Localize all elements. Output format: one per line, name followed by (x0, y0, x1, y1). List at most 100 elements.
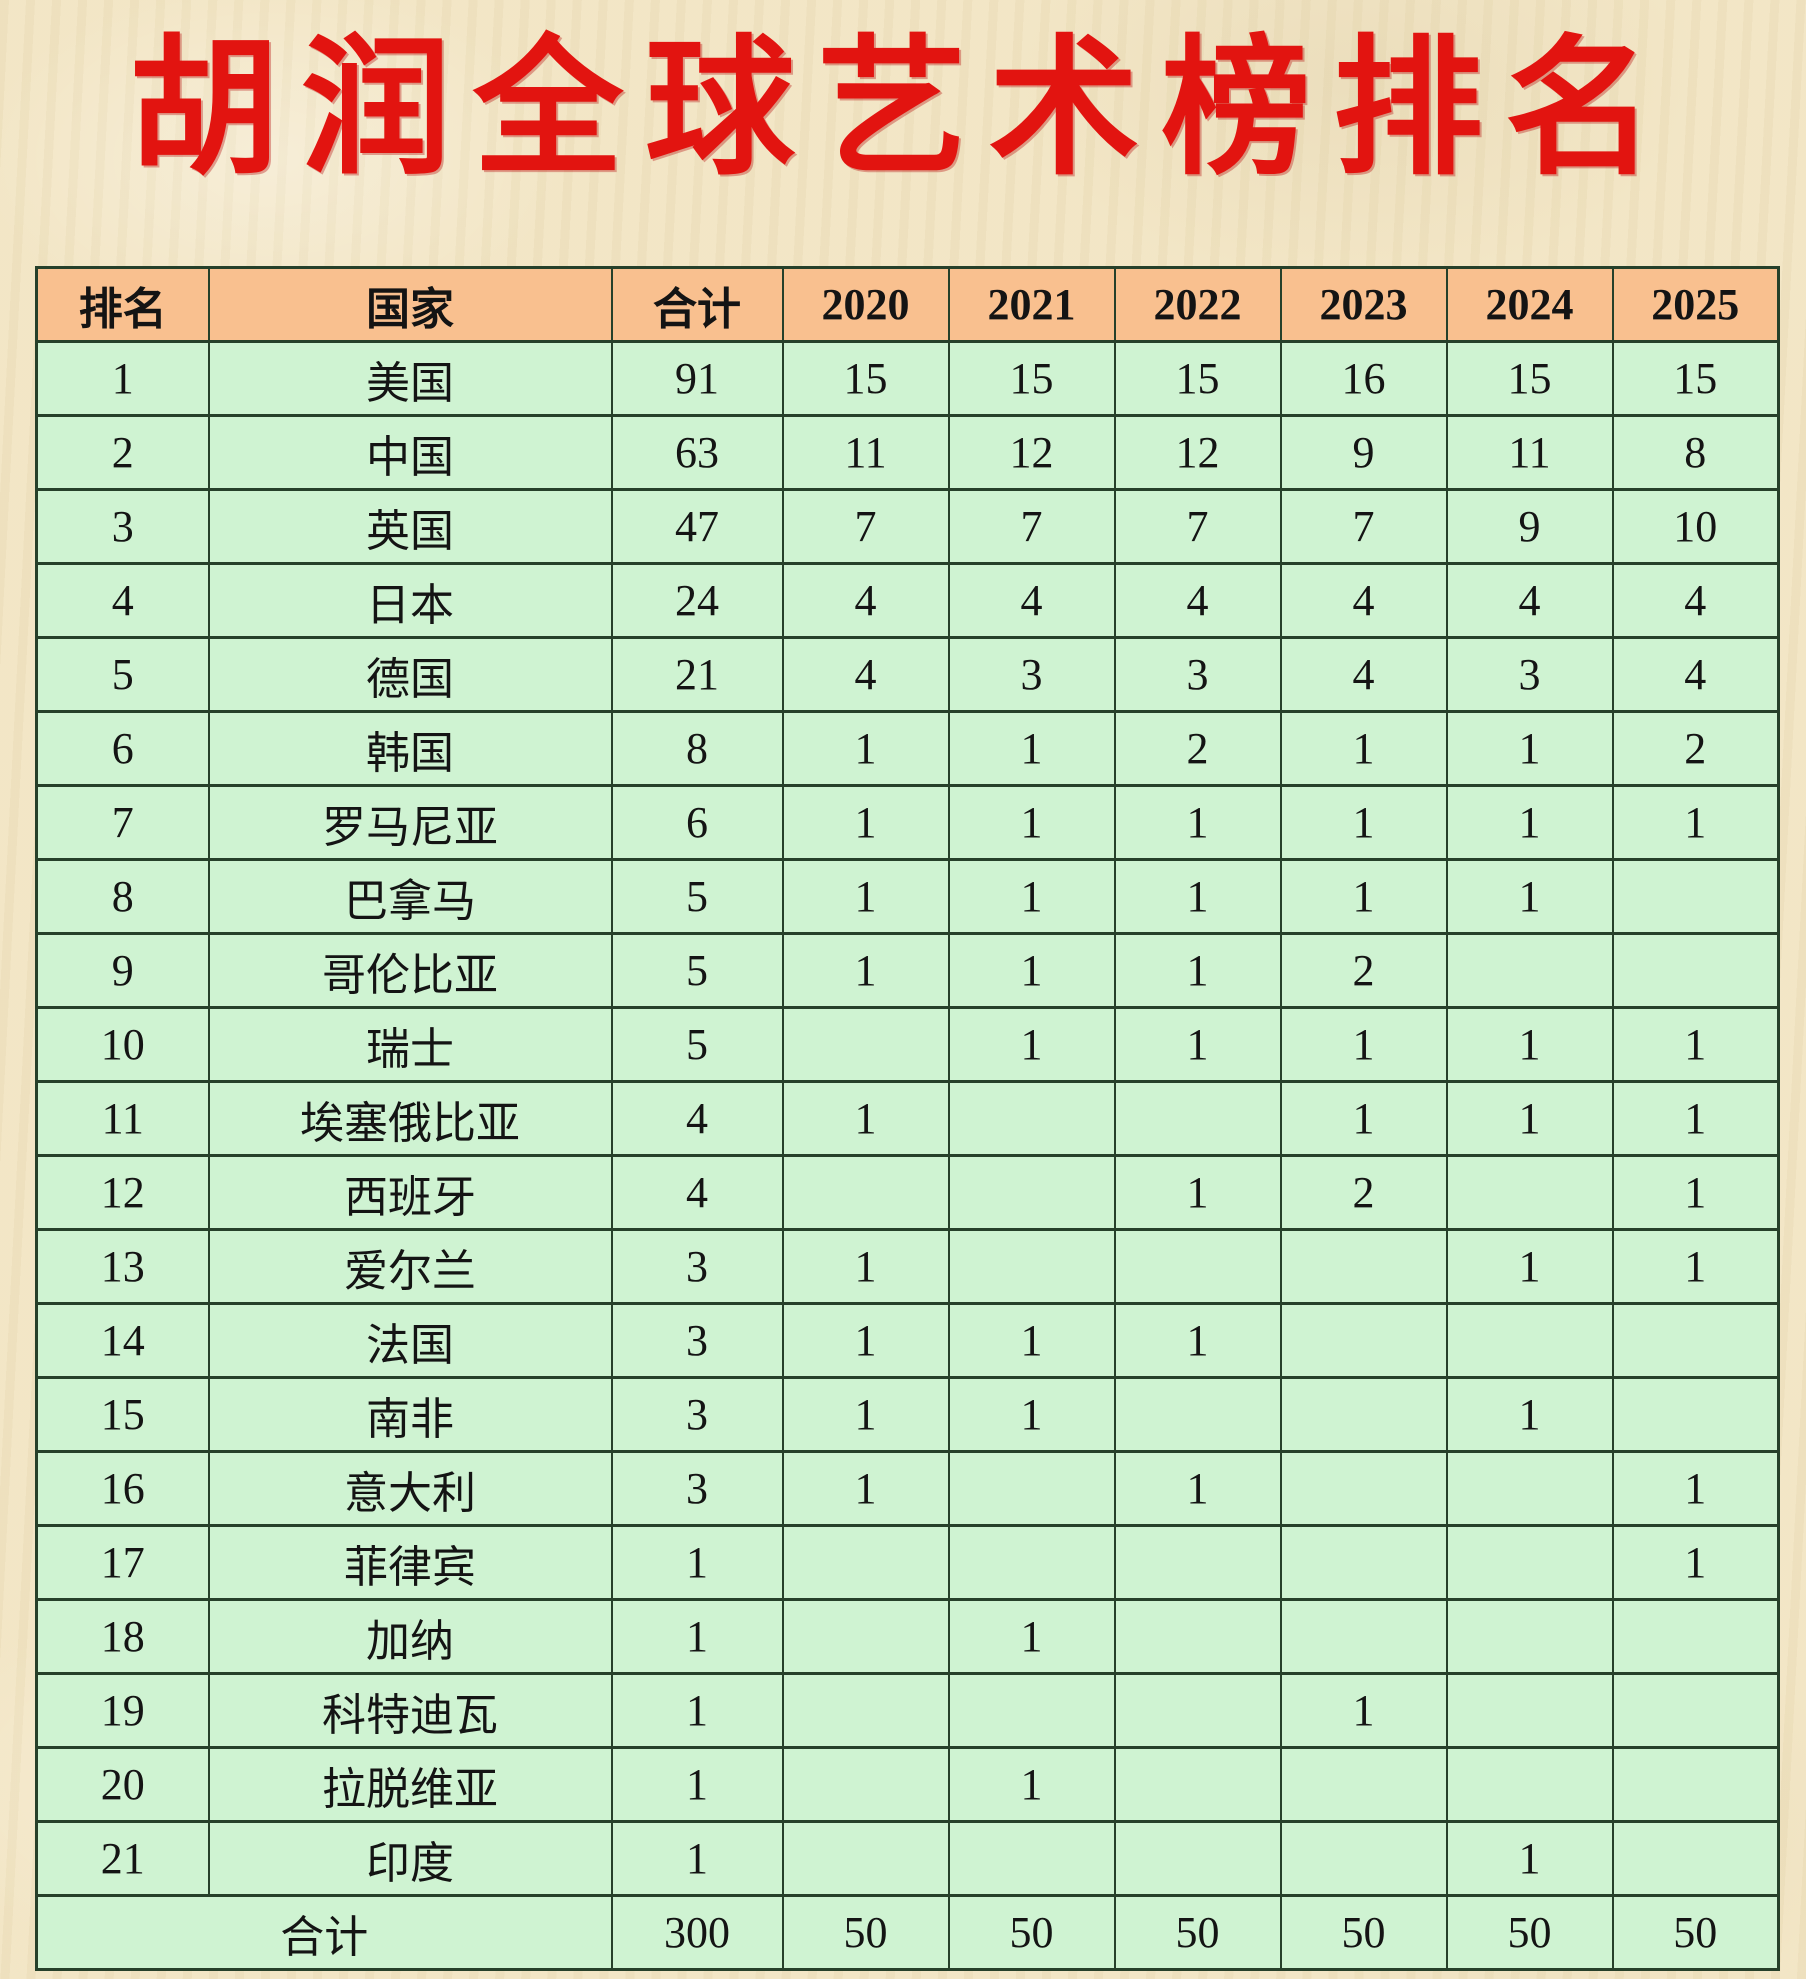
cell-year-2024 (1445, 1598, 1614, 1675)
cell-year-2023: 1 (1279, 1080, 1448, 1157)
cell-rank: 5 (35, 636, 210, 713)
table-row: 10 瑞士 5 1 1 1 1 1 (35, 1006, 1780, 1083)
cell-year-2024: 1 (1445, 1820, 1614, 1897)
cell-year-2024: 1 (1445, 858, 1614, 935)
cell-year-2023: 2 (1279, 932, 1448, 1009)
table-row: 7 罗马尼亚 6 1 1 1 1 1 1 (35, 784, 1780, 861)
cell-year-2022: 1 (1113, 1450, 1282, 1527)
cell-total: 63 (610, 414, 784, 491)
cell-year-2020: 1 (781, 1228, 950, 1305)
cell-year-2022: 12 (1113, 414, 1282, 491)
cell-year-2022: 7 (1113, 488, 1282, 565)
column-header-total: 合计 (610, 266, 784, 343)
cell-year-2023: 1 (1279, 858, 1448, 935)
cell-rank: 6 (35, 710, 210, 787)
table-row: 16 意大利 3 1 1 1 (35, 1450, 1780, 1527)
cell-country: 加纳 (207, 1598, 613, 1675)
cell-year-2025: 1 (1611, 1080, 1780, 1157)
cell-year-2022 (1113, 1228, 1282, 1305)
cell-year-2021 (947, 1820, 1116, 1897)
cell-year-2023 (1279, 1228, 1448, 1305)
cell-year-2025: 1 (1611, 1154, 1780, 1231)
table-row: 3 英国 47 7 7 7 7 9 10 (35, 488, 1780, 565)
cell-year-2024 (1445, 1524, 1614, 1601)
cell-year-2025 (1611, 1302, 1780, 1379)
column-header-2022: 2022 (1113, 266, 1282, 343)
cell-year-2021: 1 (947, 1302, 1116, 1379)
footer-total-2022: 50 (1113, 1894, 1282, 1971)
cell-year-2023: 4 (1279, 636, 1448, 713)
cell-year-2022: 1 (1113, 932, 1282, 1009)
cell-year-2020 (781, 1524, 950, 1601)
footer-row: 合计 300 50 50 50 50 50 50 (35, 1894, 1780, 1971)
cell-year-2021 (947, 1228, 1116, 1305)
cell-year-2025 (1611, 1672, 1780, 1749)
cell-rank: 15 (35, 1376, 210, 1453)
cell-year-2024: 1 (1445, 1006, 1614, 1083)
cell-year-2020: 1 (781, 1080, 950, 1157)
cell-country: 德国 (207, 636, 613, 713)
cell-year-2022 (1113, 1524, 1282, 1601)
cell-rank: 11 (35, 1080, 210, 1157)
cell-rank: 14 (35, 1302, 210, 1379)
cell-total: 1 (610, 1598, 784, 1675)
cell-country: 美国 (207, 340, 613, 417)
table-row: 20 拉脱维亚 1 1 (35, 1746, 1780, 1823)
cell-year-2020 (781, 1598, 950, 1675)
cell-year-2022 (1113, 1746, 1282, 1823)
cell-year-2022: 4 (1113, 562, 1282, 639)
page-title: 胡润全球艺术榜排名 (128, 27, 1677, 193)
cell-year-2025 (1611, 1376, 1780, 1453)
cell-rank: 18 (35, 1598, 210, 1675)
cell-year-2022 (1113, 1672, 1282, 1749)
cell-year-2021: 7 (947, 488, 1116, 565)
cell-total: 5 (610, 858, 784, 935)
cell-total: 1 (610, 1746, 784, 1823)
cell-year-2021: 4 (947, 562, 1116, 639)
cell-year-2020: 4 (781, 562, 950, 639)
cell-year-2025: 1 (1611, 1524, 1780, 1601)
cell-year-2024: 1 (1445, 1080, 1614, 1157)
cell-year-2020 (781, 1820, 950, 1897)
cell-year-2020: 7 (781, 488, 950, 565)
cell-year-2023: 2 (1279, 1154, 1448, 1231)
cell-year-2022: 1 (1113, 1006, 1282, 1083)
cell-rank: 16 (35, 1450, 210, 1527)
cell-year-2024: 11 (1445, 414, 1614, 491)
cell-year-2020: 1 (781, 1376, 950, 1453)
cell-total: 21 (610, 636, 784, 713)
cell-year-2020 (781, 1672, 950, 1749)
cell-year-2024: 15 (1445, 340, 1614, 417)
cell-year-2022: 1 (1113, 858, 1282, 935)
cell-country: 瑞士 (207, 1006, 613, 1083)
cell-rank: 12 (35, 1154, 210, 1231)
cell-year-2022 (1113, 1376, 1282, 1453)
cell-year-2025: 10 (1611, 488, 1780, 565)
table-row: 18 加纳 1 1 (35, 1598, 1780, 1675)
header-row: 排名 国家 合计 2020 2021 2022 2023 2024 2025 (35, 266, 1780, 343)
cell-year-2021: 1 (947, 932, 1116, 1009)
table-row: 2 中国 63 11 12 12 9 11 8 (35, 414, 1780, 491)
cell-year-2024 (1445, 932, 1614, 1009)
cell-year-2023: 16 (1279, 340, 1448, 417)
table-row: 12 西班牙 4 1 2 1 (35, 1154, 1780, 1231)
footer-grand-total: 300 (610, 1894, 784, 1971)
cell-year-2022 (1113, 1820, 1282, 1897)
cell-year-2021: 12 (947, 414, 1116, 491)
column-header-2023: 2023 (1279, 266, 1448, 343)
cell-year-2021: 1 (947, 1746, 1116, 1823)
cell-year-2024: 3 (1445, 636, 1614, 713)
cell-total: 1 (610, 1524, 784, 1601)
cell-year-2020: 1 (781, 1450, 950, 1527)
cell-year-2021: 1 (947, 1598, 1116, 1675)
cell-total: 5 (610, 932, 784, 1009)
cell-year-2020: 11 (781, 414, 950, 491)
cell-year-2021 (947, 1080, 1116, 1157)
cell-year-2020: 1 (781, 932, 950, 1009)
cell-year-2023 (1279, 1598, 1448, 1675)
cell-year-2020 (781, 1746, 950, 1823)
column-header-2021: 2021 (947, 266, 1116, 343)
cell-year-2025: 1 (1611, 1450, 1780, 1527)
cell-rank: 21 (35, 1820, 210, 1897)
cell-country: 哥伦比亚 (207, 932, 613, 1009)
